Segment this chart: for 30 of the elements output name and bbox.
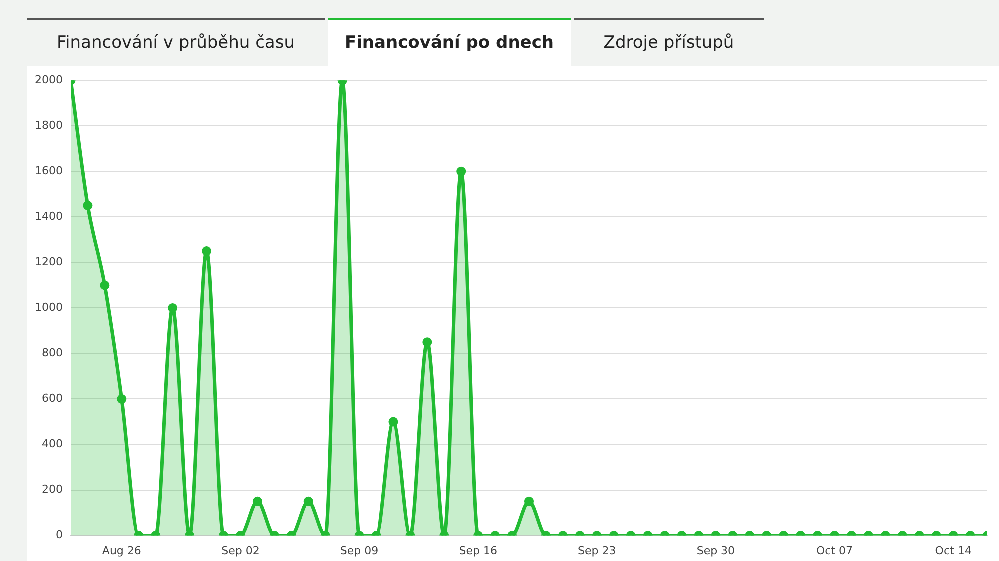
point: [388, 417, 398, 427]
y-tick-label: 200: [42, 483, 63, 496]
point: [422, 338, 432, 348]
y-tick-label: 800: [42, 346, 63, 360]
x-tick-label: Sep 16: [459, 544, 498, 558]
text: Financování po dnech: [328, 18, 571, 66]
x-tick-label: Oct 07: [816, 544, 854, 558]
x-tick-label: Sep 02: [222, 544, 260, 558]
y-tick-label: 1600: [34, 164, 63, 178]
x-tick-label: Sep 09: [340, 544, 379, 558]
x-tick-label: Sep 23: [578, 544, 616, 558]
point: [168, 303, 178, 313]
point: [456, 166, 466, 176]
x-tick-label: Oct 14: [935, 544, 972, 558]
point: [117, 394, 127, 404]
y-tick-label: 0: [56, 528, 63, 542]
x-tick-label: Sep 30: [696, 544, 736, 558]
y-tick-label: 400: [42, 438, 63, 451]
text: Zdroje přístupů: [574, 18, 764, 66]
y-tick-label: 1800: [34, 118, 63, 132]
y-tick-label: 1200: [34, 256, 63, 269]
x-tick-label: Aug 26: [102, 544, 142, 558]
y-tick-label: 1000: [34, 301, 63, 314]
y-tick-label: 1400: [34, 210, 63, 224]
point: [202, 246, 212, 256]
y-tick-label: 2000: [34, 73, 63, 86]
y-tick-label: 600: [42, 392, 63, 406]
point: [83, 201, 93, 211]
point: [100, 280, 110, 290]
text: Financování v průběhu času: [27, 18, 325, 66]
